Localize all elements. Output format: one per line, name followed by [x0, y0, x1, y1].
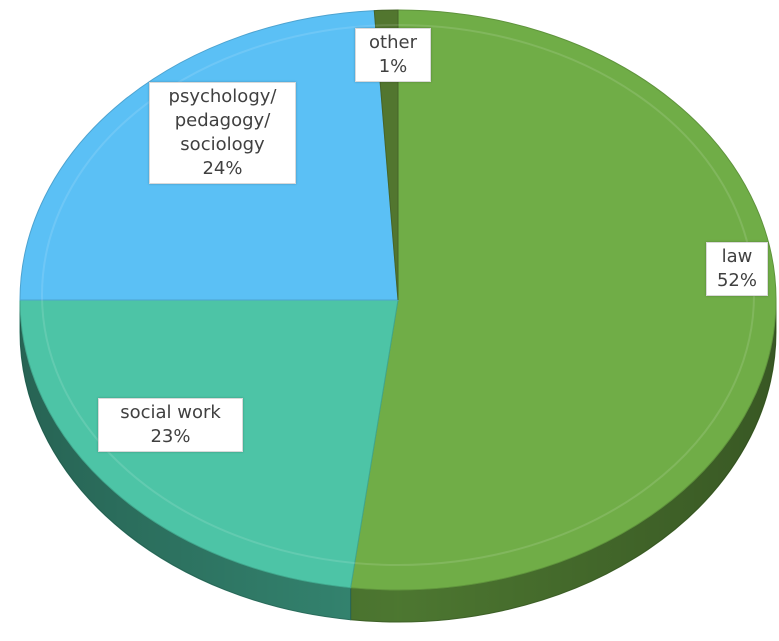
data-label-percent: 24% — [202, 158, 243, 179]
pie-slice-law — [350, 9, 777, 591]
pie-tops — [19, 9, 777, 591]
data-label-percent: 52% — [716, 270, 757, 291]
data-label-category: pedagogy/ — [174, 110, 271, 131]
data-label-category: social work — [120, 402, 221, 423]
data-label-social-work: social work 23% — [98, 398, 243, 452]
data-label-category: law — [721, 246, 753, 267]
data-label-category: sociology — [180, 134, 265, 155]
data-label-category: other — [369, 32, 417, 53]
data-label-other: other 1% — [355, 28, 431, 82]
data-label-percent: 1% — [378, 56, 408, 77]
data-label-law: law 52% — [706, 242, 768, 296]
pie-slice-other — [373, 9, 399, 301]
data-label-psychology-pedagogy-sociology: psychology/pedagogy/sociology 24% — [149, 82, 296, 184]
data-label-category: psychology/ — [168, 86, 277, 107]
data-label-percent: 23% — [150, 426, 191, 447]
